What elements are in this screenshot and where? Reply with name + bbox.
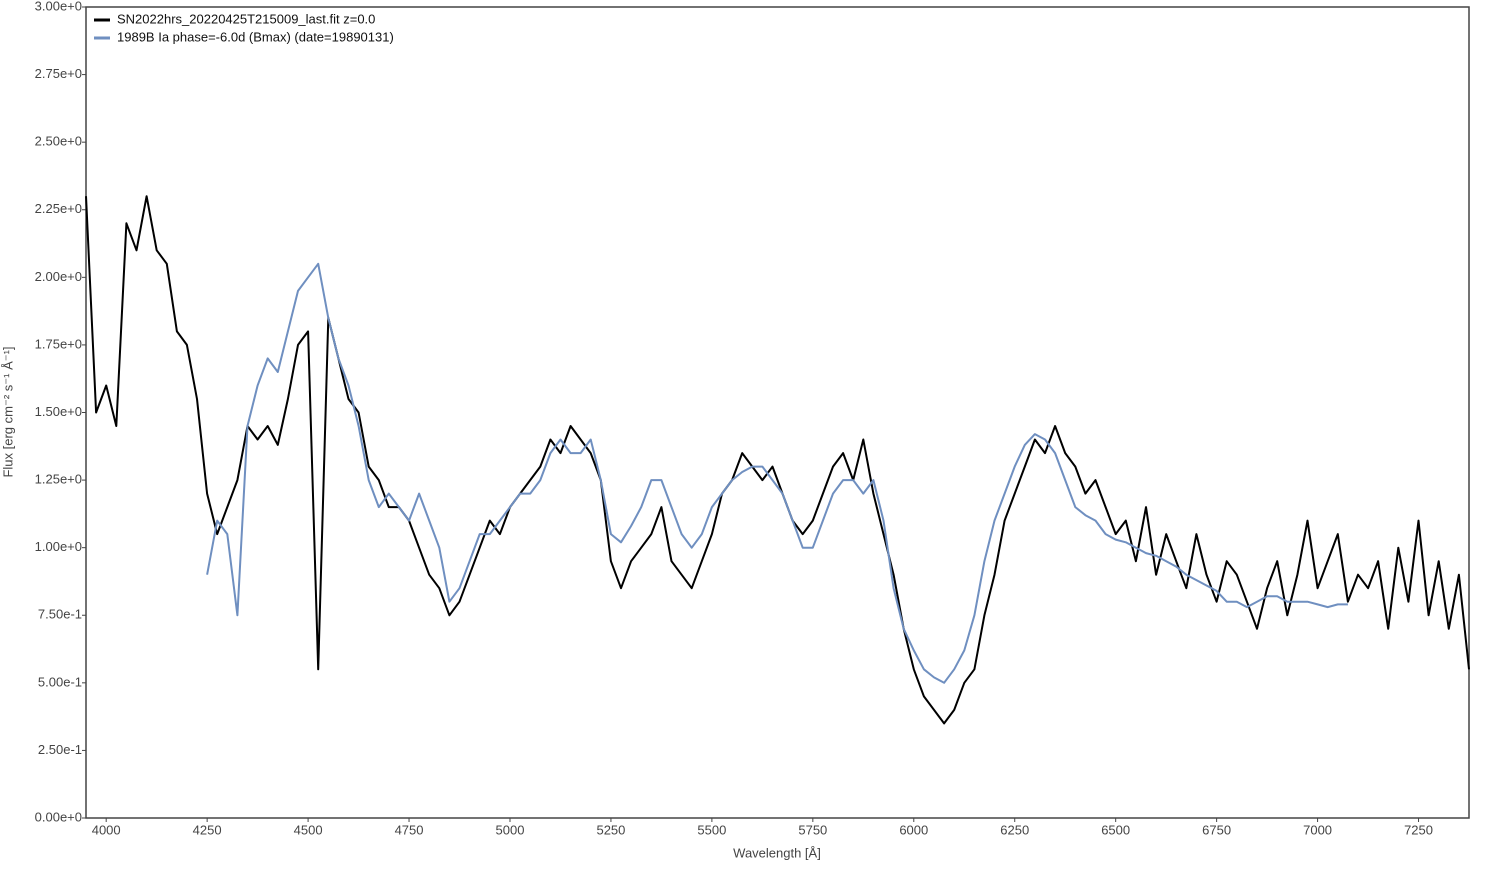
- x-tick-label: 5250: [596, 822, 625, 837]
- x-tick-label: 7250: [1404, 822, 1433, 837]
- series-line: [206, 262, 1348, 684]
- x-tick-label: 5000: [496, 822, 525, 837]
- series-line: [85, 195, 1470, 725]
- y-tick-label: 2.75e+0: [35, 66, 82, 81]
- plot-frame: [85, 6, 1470, 819]
- x-tick-label: 6250: [1000, 822, 1029, 837]
- x-tick-label: 4750: [395, 822, 424, 837]
- x-tick-label: 5500: [697, 822, 726, 837]
- y-tick-label: 2.00e+0: [35, 269, 82, 284]
- y-tick-label: 7.50e-1: [38, 607, 82, 622]
- legend-label: SN2022hrs_20220425T215009_last.fit z=0.0: [117, 11, 375, 26]
- legend-label: 1989B Ia phase=-6.0d (Bmax) (date=198901…: [117, 29, 394, 44]
- y-axis-label: Flux [erg cm⁻² s⁻¹ Å⁻¹]: [0, 346, 15, 477]
- y-tick-label: 2.50e-1: [38, 742, 82, 757]
- x-tick-label: 4000: [92, 822, 121, 837]
- y-tick-label: 3.00e+0: [35, 0, 82, 13]
- y-tick-label: 2.50e+0: [35, 134, 82, 149]
- y-tick-label: 1.00e+0: [35, 539, 82, 554]
- x-tick-label: 6000: [899, 822, 928, 837]
- y-tick-label: 5.00e-1: [38, 674, 82, 689]
- x-tick-label: 6500: [1101, 822, 1130, 837]
- x-tick-label: 7000: [1303, 822, 1332, 837]
- x-axis-label: Wavelength [Å]: [733, 845, 821, 860]
- y-tick-label: 1.75e+0: [35, 336, 82, 351]
- y-tick-label: 1.25e+0: [35, 472, 82, 487]
- y-tick-label: 0.00e+0: [35, 809, 82, 824]
- x-tick-label: 6750: [1202, 822, 1231, 837]
- x-tick-label: 5750: [798, 822, 827, 837]
- y-tick-label: 1.50e+0: [35, 404, 82, 419]
- x-tick-label: 4250: [193, 822, 222, 837]
- y-tick-label: 2.25e+0: [35, 201, 82, 216]
- x-tick-label: 4500: [294, 822, 323, 837]
